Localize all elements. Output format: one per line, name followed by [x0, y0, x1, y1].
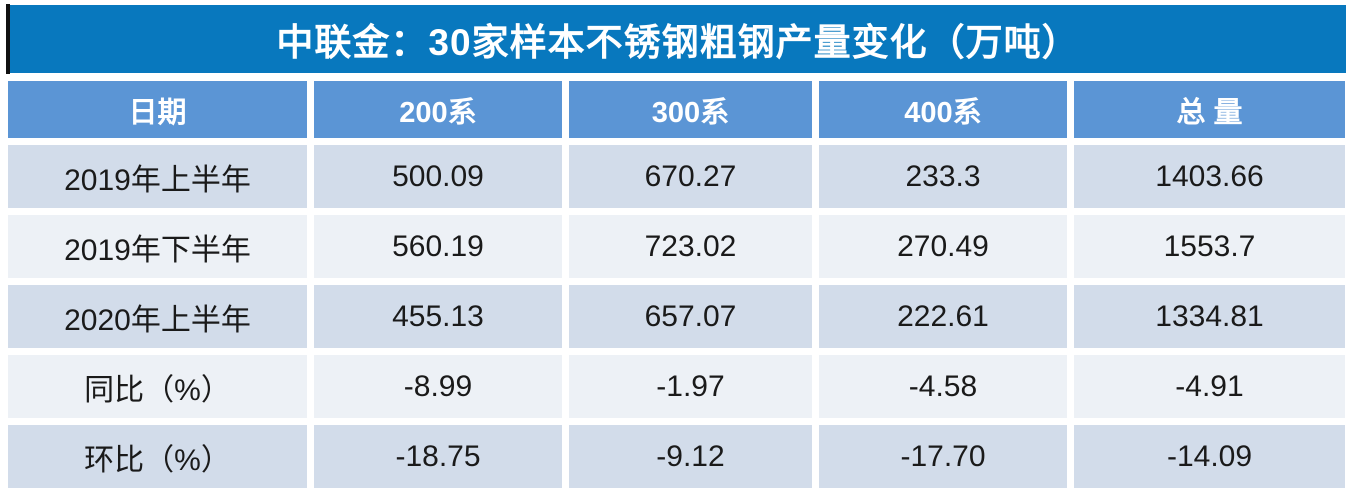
- data-cell: -14.09: [1074, 425, 1345, 488]
- production-table: 日期 200系 300系 400系 总 量 2019年上半年 500.09 67…: [8, 81, 1345, 488]
- data-cell: 500.09: [314, 145, 562, 208]
- left-accent-bar: [6, 4, 10, 74]
- row-label-cell: 同比（%）: [8, 355, 307, 418]
- data-cell: -18.75: [314, 425, 562, 488]
- data-cell: -4.58: [819, 355, 1067, 418]
- row-label-cell: 环比（%）: [8, 425, 307, 488]
- header-cell-400: 400系: [819, 81, 1067, 138]
- header-cell-date: 日期: [8, 81, 307, 138]
- header-cell-total: 总 量: [1074, 81, 1345, 138]
- data-cell: 670.27: [569, 145, 812, 208]
- data-cell: 1553.7: [1074, 215, 1345, 278]
- table-title: 中联金：30家样本不锈钢粗钢产量变化（万吨）: [276, 22, 1080, 63]
- data-cell: 560.19: [314, 215, 562, 278]
- data-cell: 1334.81: [1074, 285, 1345, 348]
- data-cell: 222.61: [819, 285, 1067, 348]
- header-cell-200: 200系: [314, 81, 562, 138]
- data-cell: -9.12: [569, 425, 812, 488]
- data-cell: -17.70: [819, 425, 1067, 488]
- data-cell: -8.99: [314, 355, 562, 418]
- data-cell: 233.3: [819, 145, 1067, 208]
- data-cell: 723.02: [569, 215, 812, 278]
- data-cell: 270.49: [819, 215, 1067, 278]
- data-cell: -4.91: [1074, 355, 1345, 418]
- header-cell-300: 300系: [569, 81, 812, 138]
- data-cell: -1.97: [569, 355, 812, 418]
- data-cell: 657.07: [569, 285, 812, 348]
- data-cell: 455.13: [314, 285, 562, 348]
- row-label-cell: 2019年下半年: [8, 215, 307, 278]
- table-title-bar: 中联金：30家样本不锈钢粗钢产量变化（万吨）: [10, 5, 1346, 73]
- row-label-cell: 2020年上半年: [8, 285, 307, 348]
- data-cell: 1403.66: [1074, 145, 1345, 208]
- row-label-cell: 2019年上半年: [8, 145, 307, 208]
